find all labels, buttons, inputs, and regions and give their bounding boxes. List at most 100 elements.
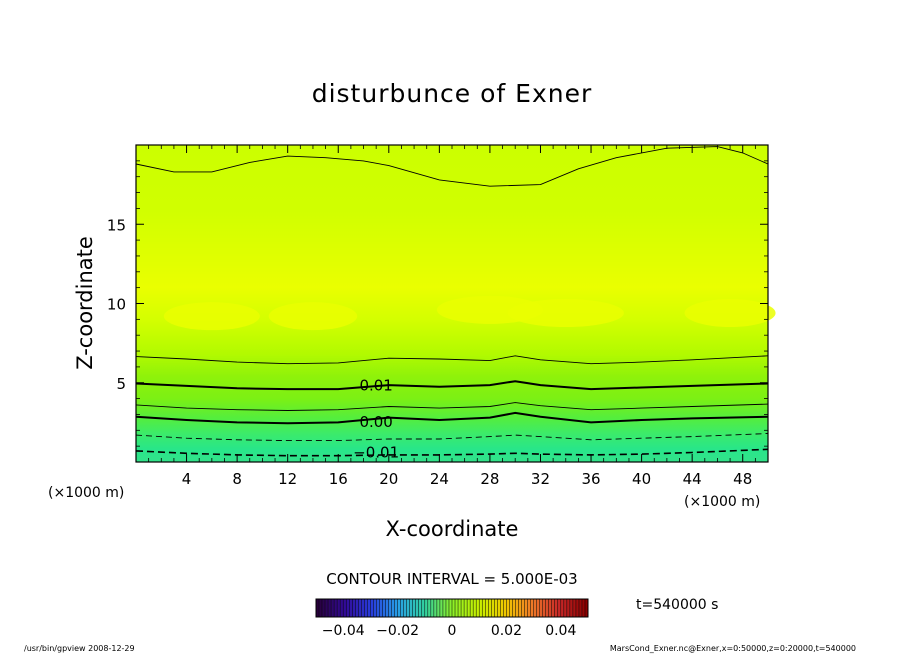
colorbar-cell: [349, 599, 353, 617]
colorbar-cell: [376, 599, 380, 617]
x-tick-label: 8: [232, 470, 242, 488]
colorbar-tick-label: 0: [448, 623, 457, 639]
colorbar-cell: [319, 599, 323, 617]
colorbar-cell: [557, 599, 561, 617]
x-axis-unit: (×1000 m): [684, 494, 760, 510]
x-tick-label: 16: [329, 470, 348, 488]
x-axis-label: X-coordinate: [386, 517, 519, 541]
footer-left: /usr/bin/gpview 2008-12-29: [24, 644, 135, 653]
colorbar-cell: [403, 599, 407, 617]
colorbar-cell: [518, 599, 522, 617]
x-tick-label: 4: [182, 470, 192, 488]
contour-line: [135, 380, 769, 391]
colorbar-cell: [361, 599, 365, 617]
x-tick-label: 12: [278, 470, 297, 488]
colorbar-cell: [364, 599, 368, 617]
contour-fill: [136, 145, 776, 462]
colorbar-cell: [400, 599, 404, 617]
colorbar-cell: [442, 599, 446, 617]
colorbar-cell: [476, 599, 480, 617]
contour-labels: 0.01 0.00 −0.01: [353, 376, 399, 462]
colorbar-cell: [524, 599, 528, 617]
colorbar-cell: [418, 599, 422, 617]
colorbar-cell: [551, 599, 555, 617]
y-tick-label: 15: [107, 216, 126, 234]
colorbar-cell: [464, 599, 468, 617]
contour-label: 0.01: [359, 376, 392, 394]
colorbar-cell: [581, 599, 585, 617]
colorbar-cell: [370, 599, 374, 617]
colorbar-cell: [560, 599, 564, 617]
colorbar-cell: [575, 599, 579, 617]
colorbar-cell: [458, 599, 462, 617]
footer-right: MarsCond_Exner.nc@Exner,x=0:50000,z=0:20…: [610, 644, 856, 653]
colorbar-cell: [512, 599, 516, 617]
chart-title: disturbunce of Exner: [312, 79, 593, 108]
field-patch: [268, 302, 358, 331]
contour-lines: [135, 146, 769, 457]
colorbar-cell: [358, 599, 362, 617]
x-tick-label: 48: [733, 470, 752, 488]
colorbar-cell: [455, 599, 459, 617]
colorbar-cell: [554, 599, 558, 617]
colorbar-cell: [566, 599, 570, 617]
colorbar-cell: [500, 599, 504, 617]
colorbar-cell: [337, 599, 341, 617]
y-tick-label: 5: [116, 375, 126, 393]
colorbar-cell: [328, 599, 332, 617]
colorbar-cell: [545, 599, 549, 617]
colorbar-cell: [485, 599, 489, 617]
colorbar-cell: [542, 599, 546, 617]
colorbar-cell: [536, 599, 540, 617]
contour-line: [135, 448, 769, 457]
colorbar-cell: [578, 599, 582, 617]
colorbar: [315, 599, 588, 617]
colorbar-frame: [315, 598, 589, 618]
colorbar-cell: [479, 599, 483, 617]
y-axis-label: Z-coordinate: [73, 236, 97, 370]
colorbar-cell: [424, 599, 428, 617]
time-label: t=540000 s: [636, 597, 718, 613]
colorbar-cell: [340, 599, 344, 617]
colorbar-cell: [530, 599, 534, 617]
contour-label: −0.01: [353, 444, 399, 462]
x-tick-label: 36: [581, 470, 600, 488]
colorbar-cell: [391, 599, 395, 617]
colorbar-cell: [394, 599, 398, 617]
colorbar-cell: [494, 599, 498, 617]
colorbar-cell: [433, 599, 437, 617]
colorbar-cell: [506, 599, 510, 617]
colorbar-cell: [421, 599, 425, 617]
colorbar-cell: [379, 599, 383, 617]
contour-interval-text: CONTOUR INTERVAL = 5.000E-03: [326, 570, 577, 588]
colorbar-cell: [325, 599, 329, 617]
colorbar-cell: [331, 599, 335, 617]
colorbar-cell: [533, 599, 537, 617]
colorbar-cell: [406, 599, 410, 617]
x-axis-ticks: 4 8 12 16 20 24 28 32 36 40 44 48: [148, 145, 756, 488]
colorbar-cell: [509, 599, 513, 617]
contour-line: [135, 146, 769, 187]
colorbar-cell: [527, 599, 531, 617]
colorbar-tick-label: 0.02: [491, 623, 522, 639]
y-tick-label: 10: [107, 296, 126, 314]
x-tick-label: 28: [480, 470, 499, 488]
colorbar-cell: [409, 599, 413, 617]
colorbar-cell: [415, 599, 419, 617]
colorbar-cell: [503, 599, 507, 617]
colorbar-cell: [482, 599, 486, 617]
colorbar-cell: [343, 599, 347, 617]
field-patch: [163, 302, 260, 331]
colorbar-cell: [322, 599, 326, 617]
field-patch: [507, 299, 624, 328]
colorbar-cell: [473, 599, 477, 617]
y-axis-ticks: 5 10 15: [107, 160, 768, 447]
colorbar-cell: [491, 599, 495, 617]
colorbar-cell: [346, 599, 350, 617]
x-tick-label: 20: [379, 470, 398, 488]
contour-line: [135, 411, 769, 425]
colorbar-cell: [427, 599, 431, 617]
field-patch: [684, 299, 776, 328]
colorbar-cell: [548, 599, 552, 617]
contour-line: [135, 355, 769, 365]
